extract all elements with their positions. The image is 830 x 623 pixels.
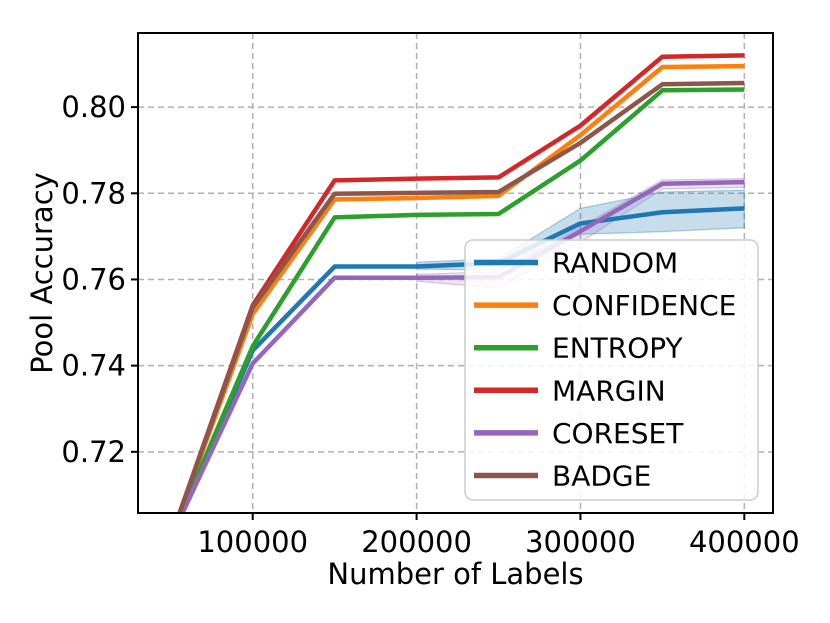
series-line-RANDOM	[179, 206, 745, 513]
legend-entry-CORESET: CORESET	[474, 417, 684, 450]
y-axis-label: Pool Accuracy	[25, 172, 59, 374]
ticks	[131, 106, 746, 520]
axes-spines	[137, 32, 774, 514]
series-line-BADGE	[177, 80, 745, 513]
x-tick-label-400000: 400000	[689, 525, 800, 559]
series-line-CORESET	[180, 179, 745, 513]
y-tick-label-0.74: 0.74	[61, 349, 126, 383]
legend-entry-RANDOM: RANDOM	[474, 247, 678, 280]
y-tick-label-0.72: 0.72	[61, 435, 126, 469]
legend-label-ENTROPY: ENTROPY	[552, 332, 684, 365]
y-tick-label-0.80: 0.80	[61, 90, 126, 124]
legend-label-RANDOM: RANDOM	[552, 247, 678, 280]
legend-entry-ENTROPY: ENTROPY	[474, 332, 684, 365]
legend: RANDOM CONFIDENCE ENTROPY MARGIN CORESET BADG…	[464, 239, 759, 501]
legend-label-MARGIN: MARGIN	[552, 374, 666, 407]
legend-entry-CONFIDENCE: CONFIDENCE	[474, 289, 736, 322]
x-axis-label: Number of Labels	[327, 557, 583, 591]
legend-entry-BADGE: BADGE	[474, 460, 651, 493]
legend-label-CONFIDENCE: CONFIDENCE	[552, 289, 736, 322]
series-line-MARGIN	[177, 53, 745, 513]
legend-label-CORESET: CORESET	[552, 417, 684, 450]
x-tick-label-300000: 300000	[525, 525, 636, 559]
y-tick-label-0.76: 0.76	[61, 262, 126, 296]
legend-box	[464, 239, 759, 501]
plot-area	[177, 53, 745, 513]
series-line-CONFIDENCE	[177, 63, 745, 513]
x-tick-label-100000: 100000	[197, 525, 308, 559]
legend-entry-MARGIN: MARGIN	[474, 374, 666, 407]
y-tick-label-0.78: 0.78	[61, 176, 126, 210]
x-tick-label-200000: 200000	[361, 525, 472, 559]
legend-label-BADGE: BADGE	[552, 460, 651, 493]
series-line-ENTROPY	[179, 87, 745, 513]
